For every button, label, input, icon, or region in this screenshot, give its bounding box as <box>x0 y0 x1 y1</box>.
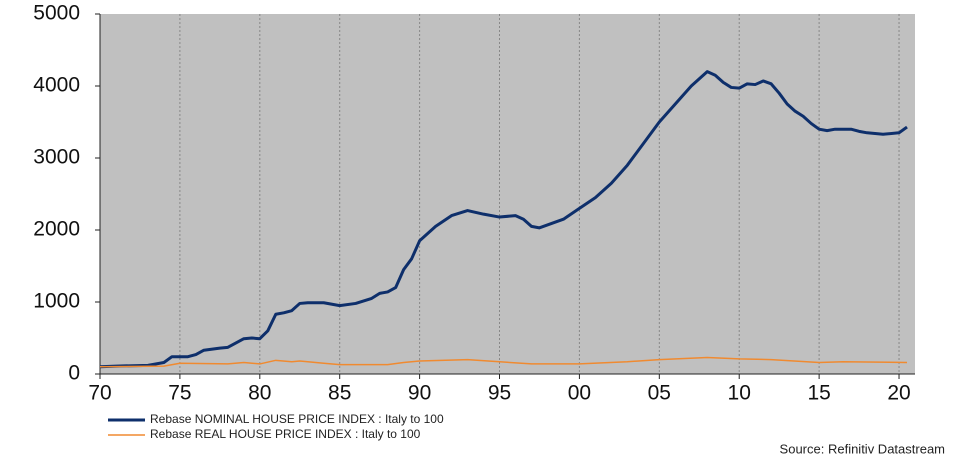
x-tick-label: 10 <box>728 382 751 405</box>
x-tick-label: 85 <box>328 382 351 405</box>
x-tick-label: 15 <box>807 382 830 405</box>
plot-area <box>100 14 915 374</box>
legend-label: Rebase REAL HOUSE PRICE INDEX : Italy to… <box>150 427 421 441</box>
y-tick-label: 0 <box>68 362 80 385</box>
x-tick-label: 75 <box>168 382 191 405</box>
y-tick-label: 4000 <box>33 74 80 97</box>
y-tick-label: 5000 <box>33 2 80 25</box>
y-tick-label: 2000 <box>33 218 80 241</box>
x-tick-label: 05 <box>648 382 671 405</box>
x-tick-label: 70 <box>88 382 111 405</box>
source: Source: Refinitiv Datastream <box>780 441 945 456</box>
x-tick-label: 20 <box>887 382 910 405</box>
legend-label: Rebase NOMINAL HOUSE PRICE INDEX : Italy… <box>150 412 444 426</box>
y-tick-label: 3000 <box>33 146 80 169</box>
x-tick-label: 00 <box>568 382 591 405</box>
series-line <box>99 356 908 368</box>
x-tick-label: 90 <box>408 382 431 405</box>
y-tick-label: 1000 <box>33 290 80 313</box>
x-tick-label: 80 <box>248 382 271 405</box>
x-tick-label: 95 <box>488 382 511 405</box>
series-line <box>99 70 908 369</box>
